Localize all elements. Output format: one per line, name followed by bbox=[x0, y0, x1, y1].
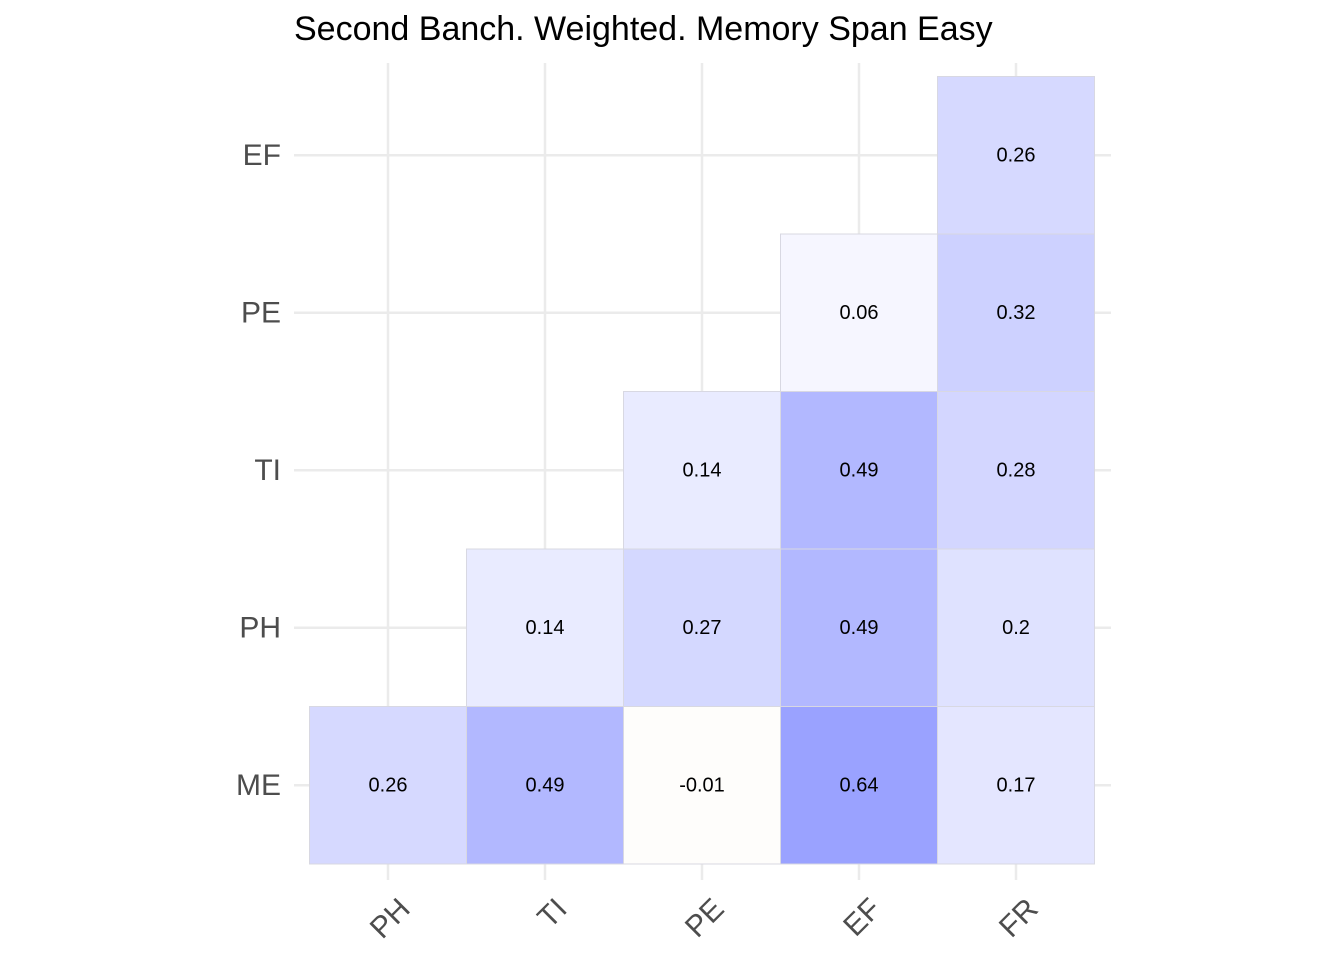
y-tick-label-ti: TI bbox=[254, 454, 281, 487]
x-tick-label-ef: EF bbox=[837, 892, 887, 942]
cell-label-ef-pe: 0.06 bbox=[840, 302, 879, 324]
heatmap-cell-fr-ph bbox=[937, 548, 1095, 707]
heatmap-cell-fr-me bbox=[937, 706, 1095, 865]
cell-labels: 0.26 0.49 -0.01 0.64 0.17 0.14 0.27 0.49 0.2 0.14… bbox=[369, 144, 1036, 796]
heatmap-cell-ef-pe bbox=[780, 233, 938, 392]
x-tick-label-fr: FR bbox=[993, 892, 1045, 944]
heatmap-cell-fr-pe bbox=[937, 233, 1095, 392]
y-axis-ticks: ME PH TI PE EF bbox=[236, 139, 281, 802]
cell-label-fr-me: 0.17 bbox=[997, 774, 1036, 796]
cell-label-fr-pe: 0.32 bbox=[997, 302, 1036, 324]
cell-label-pe-ph: 0.27 bbox=[683, 617, 722, 639]
cell-label-ph-me: 0.26 bbox=[369, 774, 408, 796]
x-tick-label-ti: TI bbox=[531, 892, 573, 934]
cell-label-fr-ph: 0.2 bbox=[1002, 617, 1030, 639]
x-axis-ticks: PH TI PE EF FR bbox=[364, 892, 1045, 945]
cell-label-ef-ph: 0.49 bbox=[840, 617, 879, 639]
y-tick-label-me: ME bbox=[236, 769, 281, 802]
cell-label-ti-me: 0.49 bbox=[526, 774, 565, 796]
heatmap-cell-pe-ti bbox=[623, 391, 781, 550]
cell-label-ef-me: 0.64 bbox=[840, 774, 879, 796]
chart-title: Second Banch. Weighted. Memory Span Easy bbox=[294, 10, 993, 48]
heatmap-cell-pe-ph bbox=[623, 548, 781, 707]
cell-label-fr-ti: 0.28 bbox=[997, 459, 1036, 481]
cell-label-pe-ti: 0.14 bbox=[683, 459, 722, 481]
heatmap-cell-ti-ph bbox=[466, 548, 624, 707]
y-tick-label-ef: EF bbox=[243, 139, 281, 172]
cell-label-ti-ph: 0.14 bbox=[526, 617, 565, 639]
heatmap-cell-fr-ef bbox=[937, 76, 1095, 235]
cell-label-ef-ti: 0.49 bbox=[840, 459, 879, 481]
cell-label-pe-me: -0.01 bbox=[679, 774, 725, 796]
y-tick-label-ph: PH bbox=[239, 611, 281, 644]
heatmap-cell-ti-me bbox=[466, 706, 624, 865]
heatmap-cell-ph-me bbox=[309, 706, 467, 865]
cell-label-fr-ef: 0.26 bbox=[997, 144, 1036, 166]
x-tick-label-ph: PH bbox=[364, 892, 417, 945]
heatmap-cells bbox=[309, 76, 1095, 865]
heatmap-cell-pe-me bbox=[623, 706, 781, 865]
heatmap-cell-ef-me bbox=[780, 706, 938, 865]
x-tick-label-pe: PE bbox=[679, 892, 731, 944]
y-tick-label-pe: PE bbox=[241, 296, 281, 329]
heatmap-cell-fr-ti bbox=[937, 391, 1095, 550]
